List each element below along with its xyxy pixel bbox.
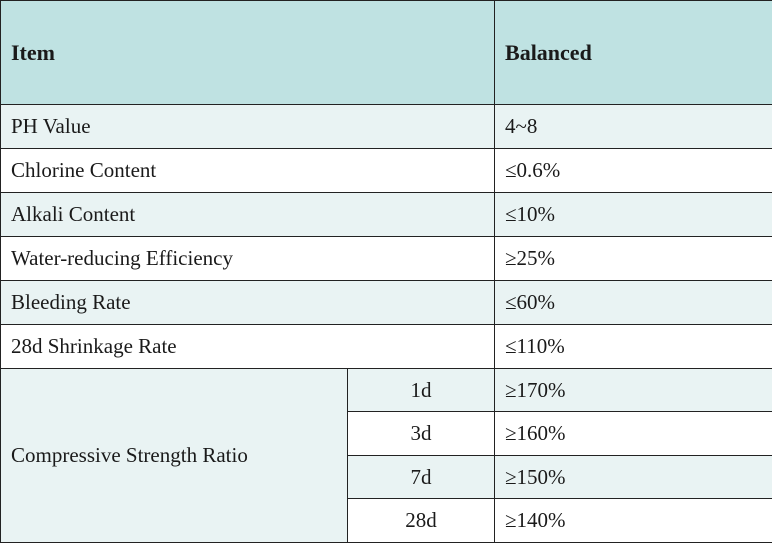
age-cell: 3d [346,411,496,456]
header-item: Item [0,0,496,105]
row-item-label: Bleeding Rate [0,280,496,325]
row-value: ≥170% [494,368,772,412]
row-value: ≤110% [494,324,772,369]
row-item-label: Water-reducing Efficiency [0,236,496,281]
table-header-row: Item Balanced [0,0,772,105]
row-value: ≥160% [494,411,772,456]
table-row: 28d Shrinkage Rate ≤110% [0,324,772,369]
row-value: ≤0.6% [494,148,772,193]
table-row: Bleeding Rate ≤60% [0,280,772,325]
row-item-label: PH Value [0,104,496,149]
age-cell: 28d [346,498,496,543]
row-value: ≥140% [494,498,772,543]
row-value: 4~8 [494,104,772,149]
row-value: ≤10% [494,192,772,237]
table-row: Alkali Content ≤10% [0,192,772,237]
row-item-label: Chlorine Content [0,148,496,193]
header-balanced: Balanced [494,0,772,105]
table-row: Water-reducing Efficiency ≥25% [0,236,772,281]
row-item-label: 28d Shrinkage Rate [0,324,496,369]
compressive-strength-label: Compressive Strength Ratio [0,368,348,543]
table-row: PH Value 4~8 [0,104,772,149]
age-cell: 7d [346,455,496,499]
row-value: ≥25% [494,236,772,281]
age-cell: 1d [346,368,496,412]
table-row: Compressive Strength Ratio 1d ≥170% [0,368,772,543]
row-item-label: Alkali Content [0,192,496,237]
row-value: ≥150% [494,455,772,499]
row-value: ≤60% [494,280,772,325]
table-row: Chlorine Content ≤0.6% [0,148,772,193]
